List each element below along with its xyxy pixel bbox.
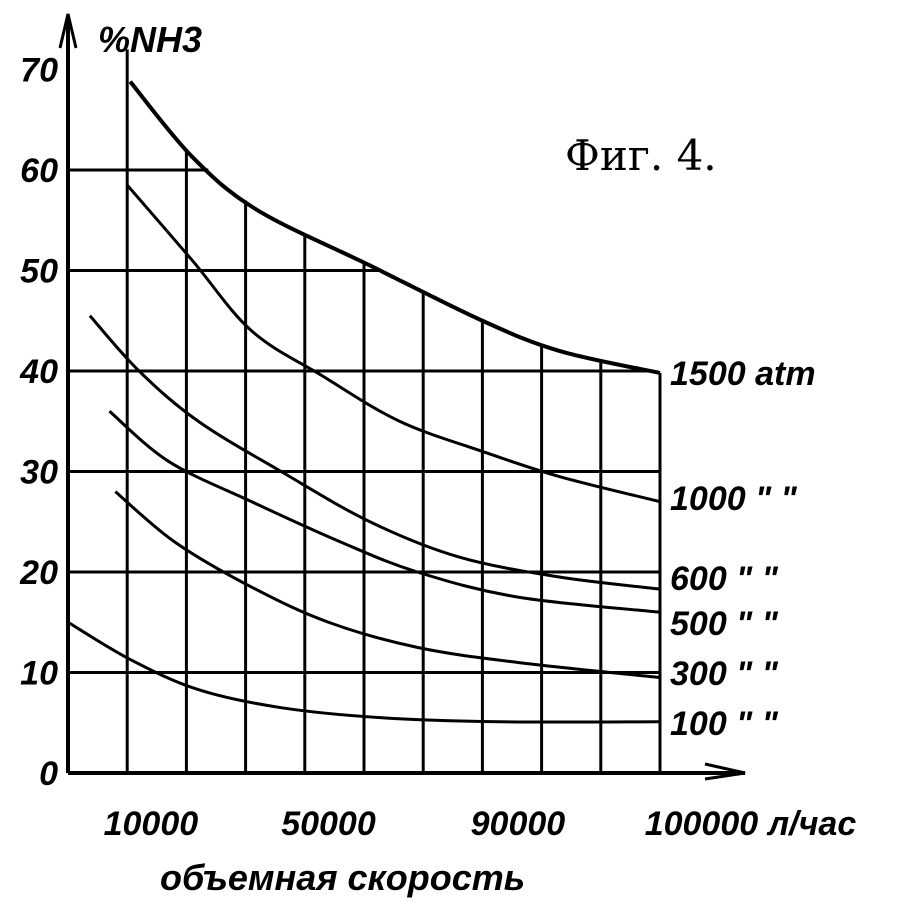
y-axis-arrow <box>58 13 78 49</box>
y-axis-label: %NH3 <box>98 19 202 60</box>
y-tick-label: 20 <box>19 554 58 592</box>
series-label-1500: 1500 atm <box>670 355 816 393</box>
series-label-600: 600 " " <box>670 560 779 598</box>
axes <box>58 13 746 781</box>
y-tick-label: 0 <box>39 755 58 793</box>
x-axis-arrow <box>704 762 746 781</box>
series-labels: 1500 atm 1000 " " 600 " " 500 " " 300 " " 100… <box>670 355 816 743</box>
series-line-1000 <box>126 184 661 504</box>
series-line-500 <box>108 410 661 614</box>
y-tick-label: 40 <box>19 353 58 391</box>
x-axis-label: объемная скорость <box>160 857 525 898</box>
series-label-300: 300 " " <box>670 655 779 693</box>
series-line-1500 <box>128 80 661 375</box>
x-unit-label: л/час <box>766 805 856 843</box>
x-tick-label: 50000 <box>281 805 376 843</box>
y-tick-label: 30 <box>20 454 58 492</box>
series-line-100 <box>67 620 661 724</box>
series-label-1000: 1000 " " <box>670 480 798 518</box>
chart-title: Фиг. 4. <box>565 131 717 180</box>
series-label-100: 100 " " <box>670 705 779 743</box>
series-line-300 <box>114 490 661 680</box>
y-tick-label: 10 <box>20 655 58 693</box>
y-tick-label: 50 <box>20 253 58 291</box>
x-tick-label: 10000 <box>104 805 199 843</box>
tick-labels: 0 10 20 30 40 50 60 70 10000 50000 90000 100000 <box>19 52 758 844</box>
y-tick-label: 60 <box>20 152 58 190</box>
x-tick-label: 90000 <box>471 805 566 843</box>
series-label-500: 500 " " <box>670 605 779 643</box>
y-tick-label: 70 <box>20 52 58 90</box>
series-lines <box>67 80 661 724</box>
x-tick-label: 100000 <box>645 805 759 843</box>
series-line-600 <box>88 314 661 591</box>
